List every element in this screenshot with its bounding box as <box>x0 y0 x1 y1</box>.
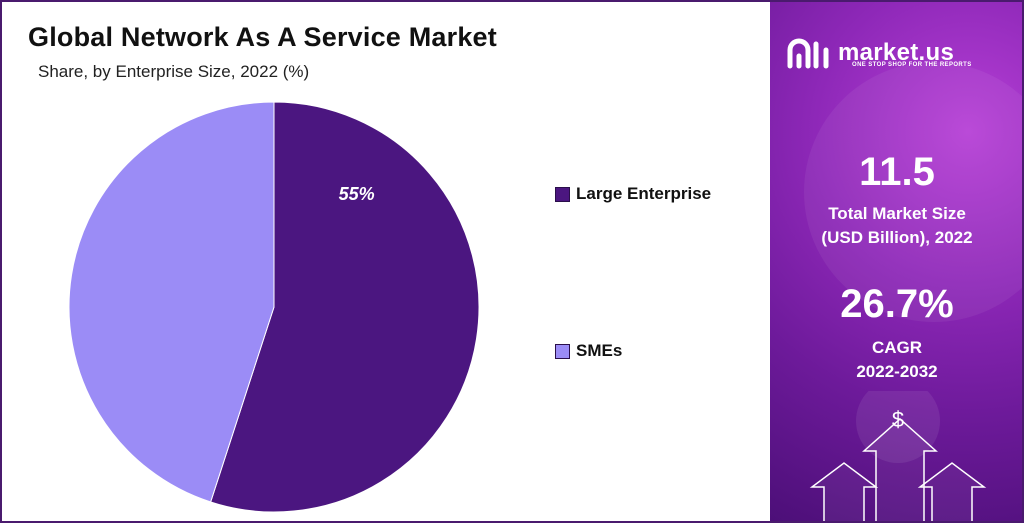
legend-item-smes: SMEs <box>555 341 622 361</box>
brand-tagline: ONE STOP SHOP FOR THE REPORTS <box>852 62 972 68</box>
cagr-label: CAGR <box>871 338 923 357</box>
pie-chart: 55% <box>68 101 480 513</box>
legend-label-large-enterprise: Large Enterprise <box>576 184 712 203</box>
dollar-symbol: $ <box>892 407 904 432</box>
cagr-value: 26.7% <box>840 282 954 326</box>
brand-logo: market.us <box>786 36 954 70</box>
cagr-period: 2022-2032 <box>856 362 938 381</box>
chart-subtitle: Share, by Enterprise Size, 2022 (%) <box>38 62 310 81</box>
background-glow <box>804 62 1022 322</box>
market-size-label-line-1: Total Market Size <box>828 204 966 223</box>
market-size-value: 11.5 <box>859 150 935 194</box>
chart-panel: Global Network As A Service Market Share… <box>2 2 770 521</box>
legend-swatch-smes <box>555 343 570 359</box>
legend-label-smes: SMEs <box>576 341 623 360</box>
market-size-label-line-2: (USD Billion), 2022 <box>821 228 973 247</box>
legend-swatch-large-enterprise <box>555 186 570 202</box>
pie-slice-smes <box>68 101 275 503</box>
summary-panel: market.us ONE STOP SHOP FOR THE REPORTS … <box>770 2 1022 521</box>
chart-title: Global Network As A Service Market <box>28 22 497 52</box>
dollar-growth-arrows-icon: $ <box>809 391 987 521</box>
brand-name: market.us <box>838 39 955 66</box>
market-us-logo-icon <box>787 38 829 69</box>
pie-slice-large-enterprise <box>210 101 480 513</box>
data-label-large-enterprise: 55% <box>339 184 375 204</box>
legend-item-large-enterprise: Large Enterprise <box>555 184 711 204</box>
